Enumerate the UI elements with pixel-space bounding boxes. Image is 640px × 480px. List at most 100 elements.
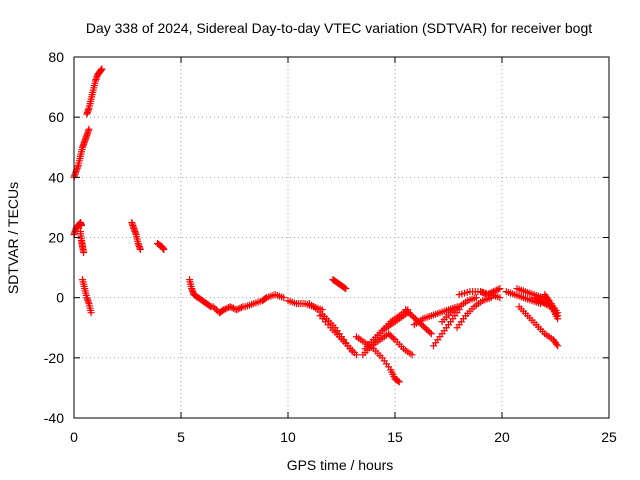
data-point: [480, 289, 488, 297]
y-tick-label: -20: [44, 350, 64, 366]
series-s28: [515, 303, 562, 350]
data-point: [80, 249, 88, 257]
series-s22: [438, 294, 480, 326]
series-s26: [502, 288, 545, 308]
data-point: [496, 285, 504, 293]
data-point: [554, 315, 562, 323]
data-point: [342, 285, 350, 293]
series-s14: [329, 276, 350, 293]
axis-ticks: [73, 56, 610, 419]
data-point: [352, 351, 360, 359]
data-point: [491, 287, 499, 295]
x-tick-label: 5: [177, 429, 185, 445]
data-point: [221, 305, 229, 313]
series-s16: [359, 330, 416, 359]
data-point: [530, 294, 538, 302]
data-point: [280, 294, 288, 302]
data-point: [478, 288, 486, 296]
y-tick-label: 20: [48, 230, 64, 246]
series-s6: [128, 218, 144, 254]
data-point: [554, 342, 562, 350]
data-point: [419, 322, 427, 330]
data-point: [220, 306, 228, 314]
y-tick-label: 60: [48, 109, 64, 125]
y-tick-labels: -40 -20 0 20 40 60 80: [44, 49, 64, 426]
series-s9: [209, 303, 247, 317]
data-point: [541, 300, 549, 308]
data-point: [386, 331, 394, 339]
data-point: [553, 340, 561, 348]
data-point: [87, 309, 95, 317]
series-s13: [316, 312, 360, 359]
data-point: [211, 304, 219, 312]
data-point: [389, 334, 397, 342]
data-point: [544, 295, 552, 303]
data-point: [262, 294, 270, 302]
series-s10: [241, 291, 288, 311]
series-s8: [186, 276, 215, 311]
chart-title: Day 338 of 2024, Sidereal Day-to-day VTE…: [86, 20, 592, 36]
data-point: [385, 330, 393, 338]
data-point: [542, 300, 550, 308]
data-point: [160, 246, 168, 254]
data-point: [421, 324, 429, 332]
y-tick-label: 0: [56, 290, 64, 306]
series-s7: [153, 240, 168, 254]
data-point: [483, 291, 491, 299]
data-point: [489, 288, 497, 296]
x-tick-label: 15: [387, 429, 403, 445]
x-tick-label: 0: [70, 429, 78, 445]
data-point: [136, 246, 144, 254]
data-point: [424, 327, 432, 335]
data-point: [77, 221, 85, 229]
series-s4: [76, 227, 88, 257]
y-tick-label: 80: [48, 49, 64, 65]
data-point: [485, 290, 493, 298]
data-point: [411, 315, 419, 323]
data-point: [223, 304, 231, 312]
x-tick-label: 25: [601, 429, 617, 445]
grid-layer: [74, 57, 609, 418]
x-tick-labels: 0 5 10 15 20 25: [70, 429, 617, 445]
data-point: [488, 288, 496, 296]
data-points: [70, 65, 562, 386]
data-point: [405, 309, 413, 317]
data-point: [341, 284, 349, 292]
data-point: [407, 310, 415, 318]
data-point: [496, 294, 504, 302]
data-point: [493, 286, 501, 294]
series-s23: [453, 294, 495, 332]
data-point: [212, 306, 220, 314]
y-tick-label: 40: [48, 169, 64, 185]
data-point: [98, 65, 106, 73]
data-point: [532, 294, 540, 302]
data-point: [402, 306, 410, 314]
data-point: [226, 303, 234, 311]
data-point: [486, 289, 494, 297]
data-point: [408, 351, 416, 359]
data-point: [418, 321, 426, 329]
series-s25: [477, 285, 504, 299]
series-s2: [83, 65, 106, 118]
series-s30: [541, 291, 562, 323]
data-point: [388, 333, 396, 341]
data-point: [229, 304, 237, 312]
data-point: [85, 125, 93, 133]
x-axis-label: GPS time / hours: [287, 457, 394, 473]
data-point: [494, 285, 502, 293]
data-point: [423, 325, 431, 333]
data-point: [206, 302, 214, 310]
data-point: [426, 328, 434, 336]
data-point: [236, 304, 244, 312]
data-point: [228, 303, 236, 311]
series-s3: [70, 218, 85, 238]
data-point: [209, 303, 217, 311]
data-point: [394, 377, 402, 385]
x-tick-label: 10: [280, 429, 296, 445]
y-tick-label: -40: [44, 410, 64, 426]
data-point: [403, 307, 411, 315]
data-point: [427, 330, 435, 338]
series-s5: [79, 276, 95, 317]
data-point: [472, 294, 480, 302]
